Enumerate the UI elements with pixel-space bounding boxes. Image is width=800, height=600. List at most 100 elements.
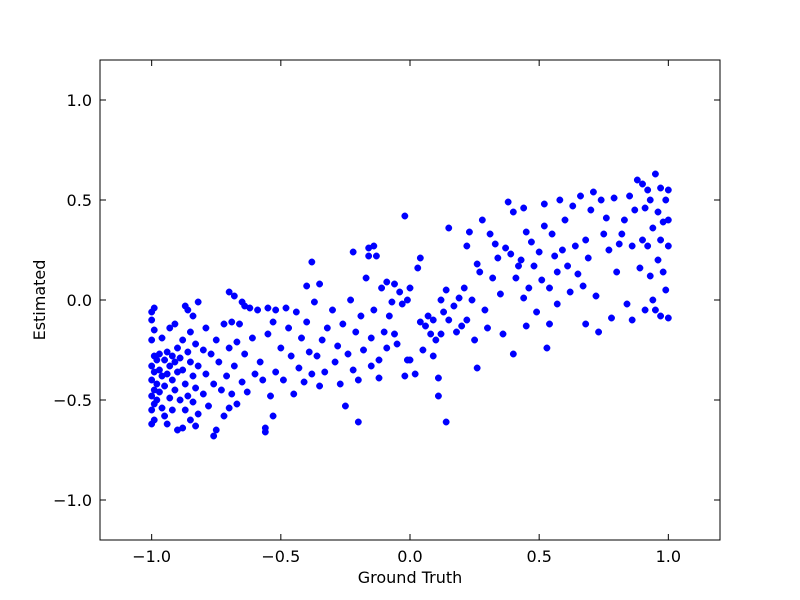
data-point bbox=[261, 428, 269, 436]
data-point bbox=[148, 420, 156, 428]
y-tick-label: −0.5 bbox=[53, 391, 92, 410]
data-point bbox=[243, 388, 251, 396]
data-point bbox=[406, 284, 414, 292]
data-point bbox=[424, 312, 432, 320]
data-point bbox=[558, 246, 566, 254]
data-point bbox=[166, 362, 174, 370]
data-point bbox=[150, 304, 158, 312]
data-point bbox=[153, 356, 161, 364]
x-tick-label: −1.0 bbox=[132, 547, 171, 566]
data-point bbox=[484, 324, 491, 332]
data-point bbox=[233, 338, 241, 346]
data-point bbox=[305, 348, 313, 356]
data-point bbox=[179, 424, 187, 432]
data-point bbox=[215, 358, 223, 366]
data-point bbox=[509, 208, 517, 216]
data-point bbox=[375, 374, 383, 382]
data-point bbox=[310, 298, 318, 306]
data-point bbox=[416, 318, 424, 326]
data-point bbox=[633, 176, 641, 184]
data-point bbox=[176, 396, 184, 404]
data-point bbox=[577, 192, 584, 200]
data-point bbox=[494, 254, 502, 262]
data-point bbox=[163, 348, 171, 356]
data-point bbox=[463, 316, 471, 324]
data-point bbox=[654, 208, 662, 216]
data-point bbox=[246, 304, 254, 312]
data-point bbox=[349, 366, 357, 374]
data-point bbox=[344, 350, 352, 358]
data-point bbox=[455, 294, 463, 302]
data-point bbox=[181, 406, 189, 414]
data-point bbox=[587, 206, 595, 214]
data-point bbox=[589, 188, 597, 196]
data-point bbox=[295, 364, 303, 372]
data-point bbox=[535, 248, 543, 256]
data-point bbox=[502, 244, 510, 252]
data-point bbox=[582, 236, 590, 244]
data-point bbox=[308, 258, 316, 266]
data-point bbox=[592, 292, 600, 300]
data-point bbox=[442, 418, 450, 426]
data-point bbox=[362, 274, 370, 282]
data-point bbox=[267, 392, 274, 400]
data-point bbox=[391, 280, 398, 288]
data-point bbox=[515, 262, 522, 270]
y-tick-label: 0.5 bbox=[67, 191, 92, 210]
data-point bbox=[608, 314, 615, 322]
data-point bbox=[184, 348, 192, 356]
data-point bbox=[450, 302, 458, 310]
data-point bbox=[153, 380, 161, 388]
data-point bbox=[639, 180, 646, 188]
data-point bbox=[639, 236, 646, 244]
data-point bbox=[194, 362, 202, 370]
x-tick-label: 0.0 bbox=[397, 547, 422, 566]
data-point bbox=[414, 264, 422, 272]
data-point bbox=[186, 416, 194, 424]
data-point bbox=[210, 432, 218, 440]
data-point bbox=[181, 380, 189, 388]
data-point bbox=[148, 316, 156, 324]
data-point bbox=[654, 256, 662, 264]
data-point bbox=[664, 216, 672, 224]
data-point bbox=[473, 364, 481, 372]
data-point bbox=[657, 236, 665, 244]
data-point bbox=[551, 252, 559, 260]
data-point bbox=[334, 342, 342, 350]
data-point bbox=[385, 312, 393, 320]
data-point bbox=[618, 230, 626, 238]
data-point bbox=[566, 288, 574, 296]
data-point bbox=[225, 344, 233, 352]
data-point bbox=[212, 336, 220, 344]
data-point bbox=[453, 328, 460, 336]
data-point bbox=[357, 312, 365, 320]
data-point bbox=[241, 350, 249, 358]
data-point bbox=[569, 202, 577, 210]
data-point bbox=[388, 298, 396, 306]
data-point bbox=[223, 372, 231, 380]
data-point bbox=[664, 242, 672, 250]
data-point bbox=[186, 358, 194, 366]
data-point bbox=[303, 318, 311, 326]
data-point bbox=[158, 334, 166, 342]
data-point bbox=[163, 420, 171, 428]
data-point bbox=[600, 230, 608, 238]
data-point bbox=[478, 216, 486, 224]
y-tick-label: 1.0 bbox=[67, 91, 92, 110]
data-point bbox=[269, 318, 277, 326]
y-tick-label: 0.0 bbox=[67, 291, 92, 310]
data-point bbox=[179, 366, 187, 374]
data-point bbox=[437, 296, 445, 304]
data-point bbox=[602, 214, 610, 222]
x-tick-label: 0.5 bbox=[526, 547, 551, 566]
data-point bbox=[155, 366, 163, 374]
data-point bbox=[636, 264, 644, 272]
data-point bbox=[631, 206, 639, 214]
data-point bbox=[277, 344, 285, 352]
data-point bbox=[155, 388, 163, 396]
data-point bbox=[463, 242, 471, 250]
data-point bbox=[192, 340, 200, 348]
x-tick-label: 1.0 bbox=[656, 547, 681, 566]
data-point bbox=[228, 318, 236, 326]
